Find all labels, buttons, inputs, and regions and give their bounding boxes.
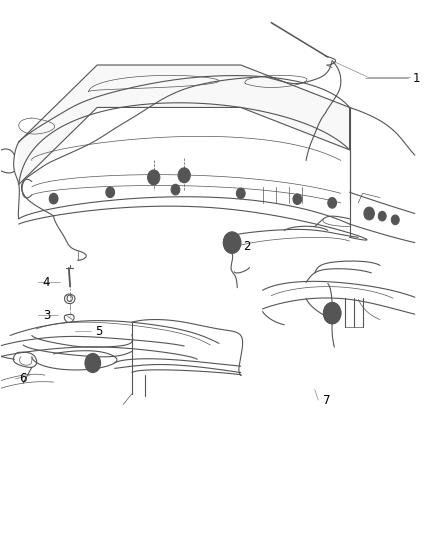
Circle shape	[223, 232, 241, 253]
Text: 4: 4	[43, 276, 50, 289]
Circle shape	[178, 168, 190, 183]
Polygon shape	[19, 65, 350, 184]
Text: 7: 7	[322, 393, 330, 407]
Circle shape	[85, 353, 101, 373]
Circle shape	[327, 308, 337, 319]
Circle shape	[106, 187, 115, 198]
Circle shape	[227, 236, 237, 249]
Circle shape	[293, 194, 302, 205]
Text: 5: 5	[95, 325, 102, 338]
Text: 6: 6	[19, 373, 26, 385]
Text: 1: 1	[413, 72, 420, 85]
Circle shape	[328, 198, 336, 208]
Circle shape	[171, 184, 180, 195]
Circle shape	[237, 188, 245, 199]
Text: 3: 3	[43, 309, 50, 322]
Circle shape	[88, 358, 97, 368]
Circle shape	[323, 303, 341, 324]
Circle shape	[364, 207, 374, 220]
Circle shape	[148, 170, 160, 185]
Text: 2: 2	[243, 240, 251, 253]
Circle shape	[49, 193, 58, 204]
Circle shape	[391, 215, 399, 224]
Circle shape	[378, 212, 386, 221]
